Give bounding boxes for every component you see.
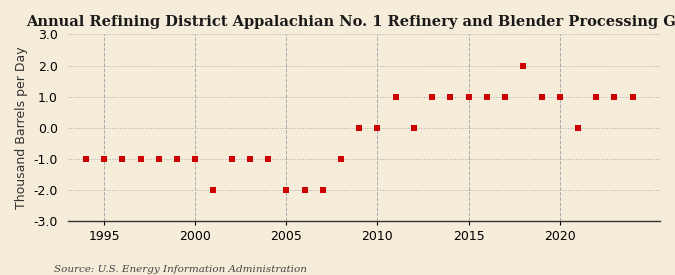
Y-axis label: Thousand Barrels per Day: Thousand Barrels per Day bbox=[15, 46, 28, 209]
Title: Annual Refining District Appalachian No. 1 Refinery and Blender Processing Gain: Annual Refining District Appalachian No.… bbox=[26, 15, 675, 29]
Text: Source: U.S. Energy Information Administration: Source: U.S. Energy Information Administ… bbox=[54, 265, 307, 274]
